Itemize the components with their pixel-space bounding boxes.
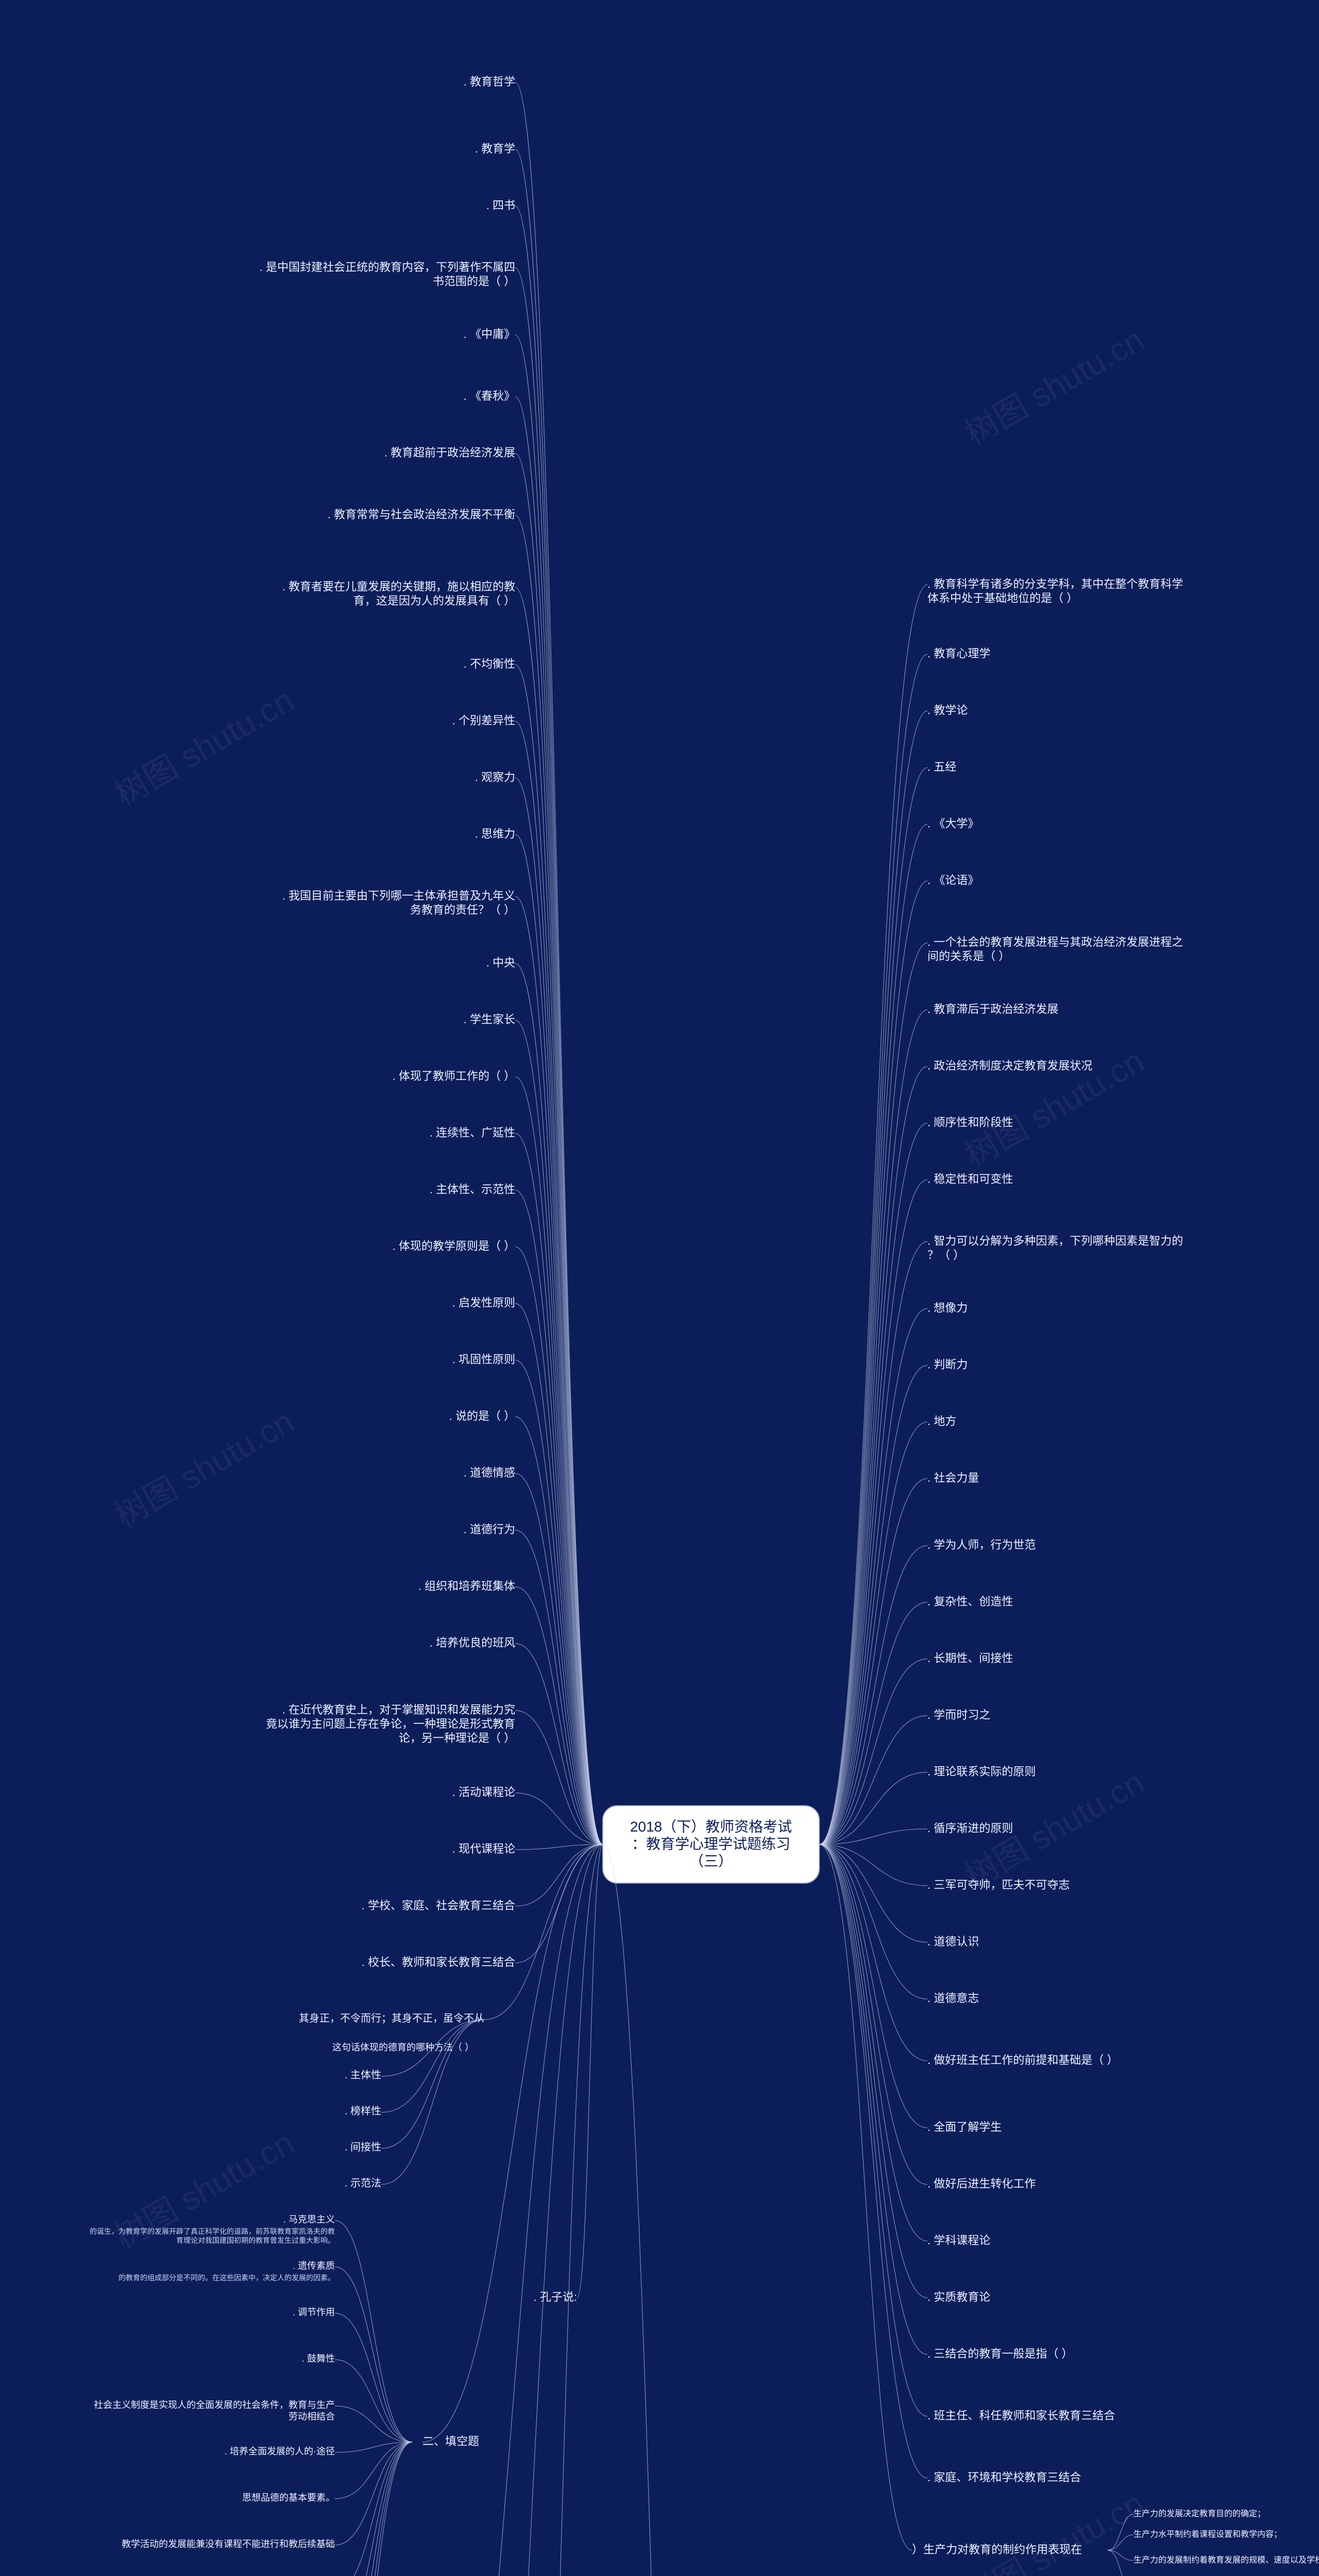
svg-text:. 四书: . 四书 (486, 199, 515, 212)
svg-text:. 连续性、广延性: . 连续性、广延性 (430, 1126, 515, 1139)
svg-text:. 示范法: . 示范法 (345, 2177, 381, 2189)
svg-text:. 培养优良的班风: . 培养优良的班风 (430, 1636, 515, 1649)
svg-text:. 理论联系实际的原则: . 理论联系实际的原则 (927, 1765, 1036, 1778)
svg-text:）生产力对教育的制约作用表现在: ）生产力对教育的制约作用表现在 (912, 2543, 1082, 2556)
svg-text:生产力水平制约着课程设置和教学内容；: 生产力水平制约着课程设置和教学内容； (1134, 2530, 1282, 2539)
svg-text:. 想像力: . 想像力 (927, 1301, 968, 1314)
svg-text:. 主体性: . 主体性 (345, 2069, 381, 2081)
svg-text:. 孔子说:: . 孔子说: (534, 2291, 577, 2303)
svg-text:. 学为人师，行为世范: . 学为人师，行为世范 (927, 1538, 1036, 1551)
svg-text:. 三结合的教育一般是指（ ）: . 三结合的教育一般是指（ ） (927, 2347, 1073, 2360)
svg-text:. 现代课程论: . 现代课程论 (452, 1842, 515, 1855)
svg-text:. 思维力: . 思维力 (475, 827, 515, 840)
svg-text:. 道德情感: . 道德情感 (464, 1466, 515, 1479)
svg-text:教学活动的发展能兼没有课程不能进行和教后续基础: 教学活动的发展能兼没有课程不能进行和教后续基础 (122, 2539, 335, 2549)
svg-text:. 个别差异性: . 个别差异性 (452, 714, 515, 727)
svg-text:. 教育科学有诸多的分支学科，其中在整个教育科学体系中处于基: . 教育科学有诸多的分支学科，其中在整个教育科学体系中处于基础地位的是（ ） (927, 578, 1183, 605)
svg-text:. 稳定性和可变性: . 稳定性和可变性 (927, 1173, 1013, 1185)
svg-text:. 复杂性、创造性: . 复杂性、创造性 (927, 1595, 1013, 1608)
svg-text:. 地方: . 地方 (927, 1415, 956, 1428)
svg-text:. 体现了教师工作的（ ）: . 体现了教师工作的（ ） (393, 1070, 515, 1082)
svg-text:. 培养全面发展的人的·途径: . 培养全面发展的人的·途径 (225, 2446, 335, 2456)
svg-text:二、填空题: 二、填空题 (422, 2435, 479, 2448)
svg-text:. 教育常常与社会政治经济发展不平衡: . 教育常常与社会政治经济发展不平衡 (328, 508, 515, 521)
mindmap-canvas: 2018（下）教师资格考试：教育学心理学试题练习（三） . 教育哲学 . 教育学 . … (0, 0, 1319, 2576)
svg-text:. 体现的教学原则是（ ）: . 体现的教学原则是（ ） (393, 1240, 515, 1252)
svg-text:. 做好后进生转化工作: . 做好后进生转化工作 (927, 2177, 1036, 2190)
svg-text:. 不均衡性: . 不均衡性 (464, 657, 515, 670)
svg-text:. 教育超前于政治经济发展: . 教育超前于政治经济发展 (384, 446, 515, 459)
svg-text:. 说的是（ ）: . 说的是（ ） (449, 1410, 515, 1422)
svg-text:. 五经: . 五经 (927, 760, 956, 773)
svg-text:. 教育滞后于政治经济发展: . 教育滞后于政治经济发展 (927, 1003, 1058, 1015)
svg-text:. 判断力: . 判断力 (927, 1358, 968, 1371)
svg-text:. 道德意志: . 道德意志 (927, 1992, 979, 2005)
svg-text:. 教育心理学: . 教育心理学 (927, 647, 990, 660)
svg-text:. 巩固性原则: . 巩固性原则 (452, 1353, 515, 1366)
svg-text:. 《春秋》: . 《春秋》 (464, 389, 515, 402)
svg-text:. 实质教育论: . 实质教育论 (927, 2291, 990, 2303)
svg-text:. 做好班主任工作的前提和基础是（ ）: . 做好班主任工作的前提和基础是（ ） (927, 2054, 1118, 2066)
svg-text:. 观察力: . 观察力 (475, 771, 515, 784)
svg-text:. 学校、家庭、社会教育三结合: . 学校、家庭、社会教育三结合 (362, 1899, 515, 1912)
svg-text:. 学科课程论: . 学科课程论 (927, 2234, 990, 2247)
svg-text:思想品德的基本要素。: 思想品德的基本要素。 (242, 2493, 335, 2503)
svg-text:. 马克思主义: . 马克思主义 (283, 2214, 335, 2225)
svg-text:的教育的组成部分是不同的。在这些因素中，决定人的发展的因素。: 的教育的组成部分是不同的。在这些因素中，决定人的发展的因素。 (119, 2274, 335, 2282)
svg-text:. 学生家长: . 学生家长 (464, 1013, 515, 1026)
svg-text:. 组织和培养班集体: . 组织和培养班集体 (418, 1580, 515, 1592)
svg-text:. 道德认识: . 道德认识 (927, 1935, 979, 1948)
svg-text:. 遗传素质: . 遗传素质 (293, 2261, 335, 2271)
svg-text:生产力的发展制约着教育发展的规模、速度以及学校结构；: 生产力的发展制约着教育发展的规模、速度以及学校结构； (1134, 2555, 1319, 2565)
svg-text:. 政治经济制度决定教育发展状况: . 政治经济制度决定教育发展状况 (927, 1059, 1092, 1072)
svg-text:. 校长、教师和家长教育三结合: . 校长、教师和家长教育三结合 (362, 1956, 515, 1969)
center-node: 2018（下）教师资格考试：教育学心理学试题练习（三） (603, 1806, 819, 1883)
svg-text:. 在近代教育史上，对于掌握知识和发展能力究竟以谁为主问题上: . 在近代教育史上，对于掌握知识和发展能力究竟以谁为主问题上存在争论，一种理论是… (266, 1703, 515, 1744)
svg-text:. 家庭、环境和学校教育三结合: . 家庭、环境和学校教育三结合 (927, 2471, 1081, 2484)
svg-text:. 《中庸》: . 《中庸》 (464, 328, 515, 341)
svg-text:. 间接性: . 间接性 (345, 2141, 381, 2153)
svg-text:. 道德行为: . 道德行为 (464, 1523, 515, 1536)
svg-text:. 全面了解学生: . 全面了解学生 (927, 2121, 1002, 2133)
svg-text:. 顺序性和阶段性: . 顺序性和阶段性 (927, 1116, 1013, 1129)
svg-text:. 三军可夺帅，匹夫不可夺志: . 三军可夺帅，匹夫不可夺志 (927, 1878, 1070, 1891)
svg-text:. 主体性、示范性: . 主体性、示范性 (430, 1183, 515, 1196)
svg-text:. 长期性、间接性: . 长期性、间接性 (927, 1652, 1013, 1665)
svg-text:. 教学论: . 教学论 (927, 704, 968, 717)
svg-text:. 班主任、科任教师和家长教育三结合: . 班主任、科任教师和家长教育三结合 (927, 2409, 1115, 2422)
svg-text:. 学而时习之: . 学而时习之 (927, 1708, 990, 1721)
svg-text:. 我国目前主要由下列哪一主体承担普及九年义务教育的责任？（: . 我国目前主要由下列哪一主体承担普及九年义务教育的责任？（ ） (282, 889, 515, 917)
svg-text:. 《大学》: . 《大学》 (927, 817, 979, 830)
svg-text:生产力的发展决定教育目的的确定；: 生产力的发展决定教育目的的确定； (1134, 2509, 1265, 2518)
svg-text:的诞生，为教育学的发展开辟了真正科学化的道路，前苏联教育家凯: 的诞生，为教育学的发展开辟了真正科学化的道路，前苏联教育家凯洛夫的教育理论对我国… (90, 2227, 335, 2245)
svg-text:. 鼓舞性: . 鼓舞性 (302, 2353, 335, 2364)
svg-text:. 榜样性: . 榜样性 (345, 2105, 381, 2117)
svg-text:. 教育学: . 教育学 (475, 142, 515, 155)
svg-text:. 教育哲学: . 教育哲学 (464, 75, 515, 88)
svg-text:社会主义制度是实现人的全面发展的社会条件，教育与生产劳动相结: 社会主义制度是实现人的全面发展的社会条件，教育与生产劳动相结合 (94, 2400, 335, 2422)
svg-text:. 中央: . 中央 (486, 956, 515, 969)
svg-text:. 活动课程论: . 活动课程论 (452, 1786, 515, 1799)
svg-text:. 是中国封建社会正统的教育内容，下列著作不属四书范围的是（: . 是中国封建社会正统的教育内容，下列著作不属四书范围的是（ ） (260, 261, 515, 288)
svg-text:. 《论语》: . 《论语》 (927, 874, 979, 887)
svg-text:. 教育者要在儿童发展的关键期，施以相应的教育，这是因为人的: . 教育者要在儿童发展的关键期，施以相应的教育，这是因为人的发展具有（ ） (282, 580, 515, 607)
svg-text:. 社会力量: . 社会力量 (927, 1471, 979, 1484)
svg-text:其身正，不令而行；其身不正，虽令不从: 其身正，不令而行；其身不正，虽令不从 (299, 2012, 484, 2024)
svg-text:. 一个社会的教育发展进程与其政治经济发展进程之间的关系是（: . 一个社会的教育发展进程与其政治经济发展进程之间的关系是（ ） (927, 936, 1183, 963)
svg-text:. 循序渐进的原则: . 循序渐进的原则 (927, 1822, 1013, 1835)
svg-text:. 调节作用: . 调节作用 (293, 2307, 335, 2317)
svg-text:. 启发性原则: . 启发性原则 (452, 1296, 515, 1309)
svg-text:. 智力可以分解为多种因素，下列哪种因素是智力的？（ ）: . 智力可以分解为多种因素，下列哪种因素是智力的？（ ） (927, 1234, 1183, 1262)
